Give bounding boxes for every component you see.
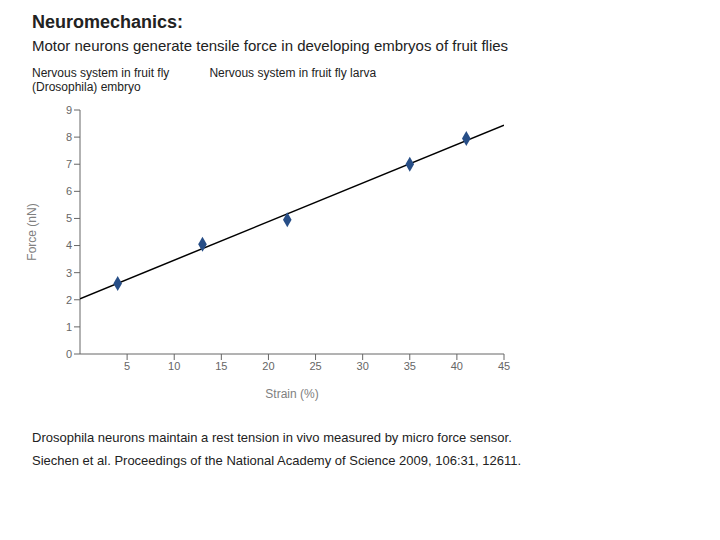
html-text:Nervous system in fruit fly la: Nervous system in fruit fly larva — [209, 66, 377, 80]
svg-text:3: 3 — [66, 267, 72, 279]
html-text:Drosophila neurons maintain a: Drosophila neurons maintain a rest tensi… — [32, 430, 512, 445]
html-text:Siechen et al. Proceedings of: Siechen et al. Proceedings of the Nation… — [32, 453, 521, 468]
svg-text:Strain (%): Strain (%) — [265, 387, 318, 401]
svg-text:5: 5 — [66, 212, 72, 224]
html-text:Nervous system in fruit fly (D: Nervous system in fruit fly (Drosophila)… — [32, 66, 170, 94]
svg-text:8: 8 — [66, 131, 72, 143]
svg-text:45: 45 — [498, 360, 510, 372]
svg-text:20: 20 — [262, 360, 274, 372]
svg-text:25: 25 — [309, 360, 321, 372]
html-text:Motor neurons generate tensile: Motor neurons generate tensile force in … — [32, 37, 509, 54]
svg-text:35: 35 — [404, 360, 416, 372]
svg-text:7: 7 — [66, 158, 72, 170]
svg-text:5: 5 — [124, 360, 130, 372]
svg-text:30: 30 — [357, 360, 369, 372]
svg-text:2: 2 — [66, 294, 72, 306]
svg-text:40: 40 — [451, 360, 463, 372]
svg-text:9: 9 — [66, 104, 72, 116]
svg-text:4: 4 — [66, 239, 72, 251]
svg-text:6: 6 — [66, 185, 72, 197]
svg-text:10: 10 — [168, 360, 180, 372]
svg-text:Force (nN): Force (nN) — [25, 203, 39, 260]
svg-text:0: 0 — [66, 348, 72, 360]
html-text:Neuromechanics:: Neuromechanics: — [32, 12, 184, 32]
svg-text:1: 1 — [66, 321, 72, 333]
svg-text:15: 15 — [215, 360, 227, 372]
